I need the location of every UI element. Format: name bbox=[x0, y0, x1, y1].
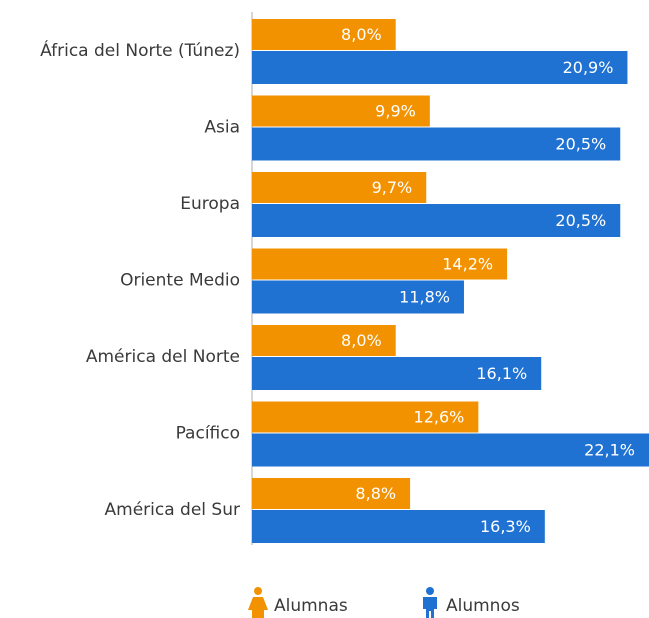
value-label: 16,3% bbox=[480, 517, 531, 536]
bar bbox=[252, 510, 545, 543]
value-label: 8,0% bbox=[341, 331, 382, 350]
category-label: América del Norte bbox=[86, 347, 240, 367]
bar bbox=[252, 401, 479, 433]
legend-icon-head bbox=[254, 587, 262, 595]
bar bbox=[252, 95, 430, 127]
bar bbox=[252, 325, 396, 356]
category-label: Asia bbox=[204, 118, 240, 138]
bar bbox=[252, 478, 411, 509]
bar bbox=[252, 204, 621, 237]
value-label: 12,6% bbox=[414, 408, 465, 427]
value-label: 8,8% bbox=[355, 484, 396, 503]
value-label: 20,5% bbox=[555, 135, 606, 154]
legend-icon-body bbox=[248, 597, 268, 618]
bar bbox=[252, 433, 649, 467]
value-label: 9,7% bbox=[372, 178, 413, 197]
category-label: Europa bbox=[180, 194, 240, 214]
bar bbox=[252, 19, 396, 50]
value-label: 9,9% bbox=[375, 102, 416, 121]
legend-label: Alumnas bbox=[274, 596, 348, 616]
value-label: 11,8% bbox=[399, 288, 450, 307]
legend-icon-body bbox=[423, 597, 437, 618]
category-label: Pacífico bbox=[176, 424, 240, 444]
legend-label: Alumnos bbox=[446, 596, 520, 616]
bar bbox=[252, 172, 427, 203]
category-label: África del Norte (Túnez) bbox=[40, 39, 240, 61]
category-label: América del Sur bbox=[105, 500, 240, 520]
value-label: 16,1% bbox=[476, 364, 527, 383]
bar bbox=[252, 248, 508, 280]
bar bbox=[252, 51, 628, 84]
category-label: Oriente Medio bbox=[120, 271, 240, 291]
value-label: 8,0% bbox=[341, 25, 382, 44]
bar bbox=[252, 127, 621, 161]
legend-icon-head bbox=[426, 587, 434, 595]
bar bbox=[252, 280, 464, 314]
value-label: 20,5% bbox=[555, 211, 606, 230]
bar bbox=[252, 357, 542, 390]
value-label: 20,9% bbox=[563, 58, 614, 77]
value-label: 14,2% bbox=[442, 255, 493, 274]
value-label: 22,1% bbox=[584, 441, 635, 460]
